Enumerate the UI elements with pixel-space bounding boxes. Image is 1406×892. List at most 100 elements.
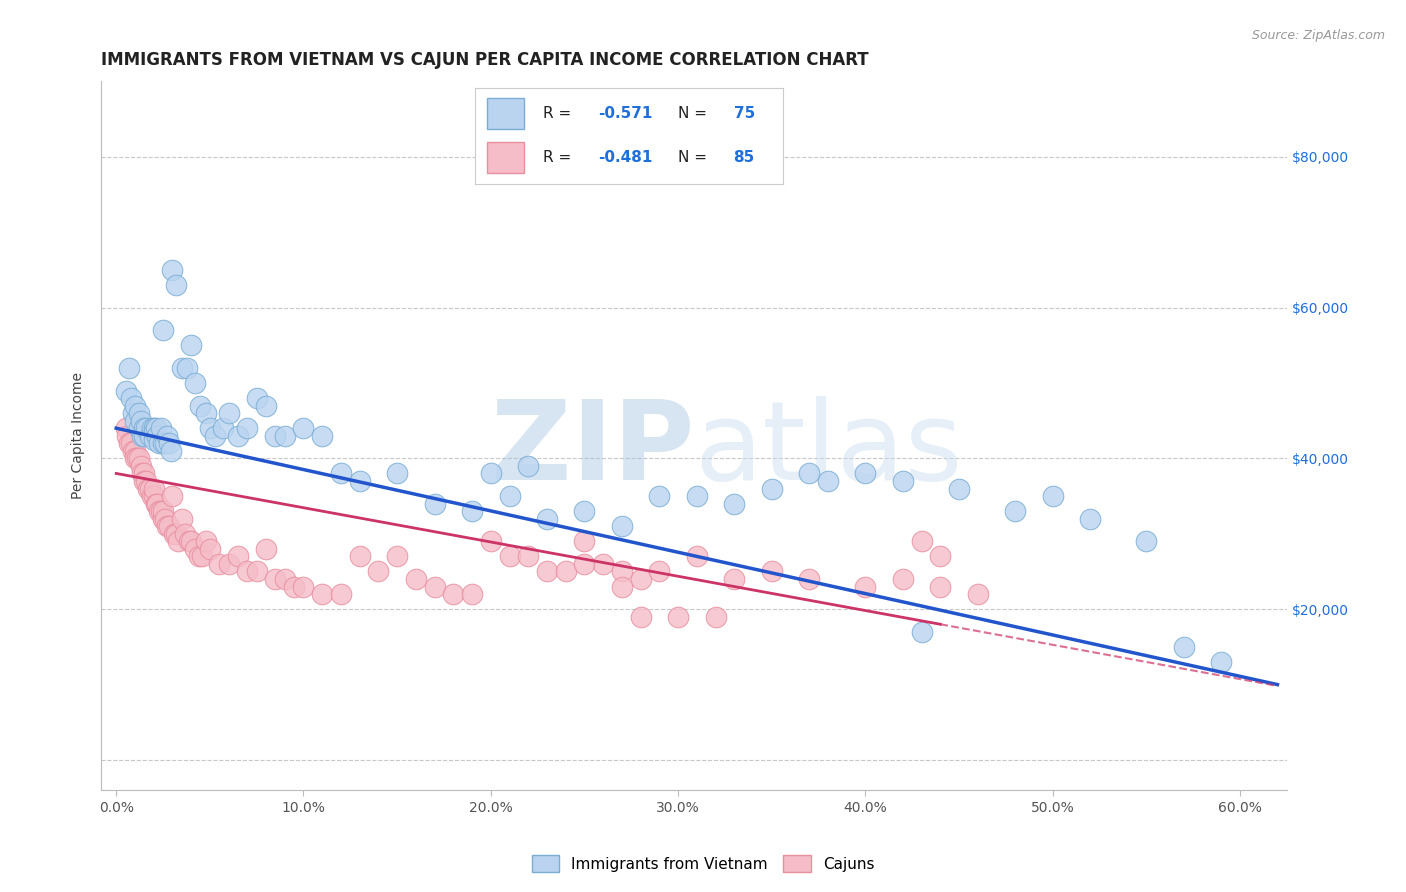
- Point: [929, 580, 952, 594]
- Point: [761, 565, 783, 579]
- Point: [179, 534, 201, 549]
- Point: [148, 504, 170, 518]
- Point: [128, 421, 150, 435]
- Point: [929, 549, 952, 564]
- Point: [367, 565, 389, 579]
- Point: [311, 429, 333, 443]
- Point: [165, 526, 187, 541]
- Point: [120, 391, 142, 405]
- Point: [162, 489, 184, 503]
- Point: [461, 504, 484, 518]
- Point: [686, 549, 709, 564]
- Point: [118, 436, 141, 450]
- Point: [330, 587, 353, 601]
- Point: [129, 414, 152, 428]
- Point: [184, 376, 207, 390]
- Point: [799, 572, 821, 586]
- Point: [799, 467, 821, 481]
- Point: [145, 497, 167, 511]
- Point: [156, 429, 179, 443]
- Point: [204, 429, 226, 443]
- Point: [517, 549, 540, 564]
- Point: [610, 519, 633, 533]
- Point: [142, 433, 165, 447]
- Legend: Immigrants from Vietnam, Cajuns: Immigrants from Vietnam, Cajuns: [524, 847, 882, 880]
- Point: [156, 519, 179, 533]
- Point: [159, 443, 181, 458]
- Point: [184, 541, 207, 556]
- Point: [283, 580, 305, 594]
- Point: [236, 565, 259, 579]
- Point: [704, 609, 727, 624]
- Y-axis label: Per Capita Income: Per Capita Income: [72, 372, 86, 500]
- Point: [385, 467, 408, 481]
- Point: [134, 467, 156, 481]
- Point: [152, 504, 174, 518]
- Point: [246, 391, 269, 405]
- Point: [891, 474, 914, 488]
- Point: [226, 429, 249, 443]
- Point: [461, 587, 484, 601]
- Point: [146, 497, 169, 511]
- Point: [187, 549, 209, 564]
- Point: [1078, 511, 1101, 525]
- Point: [139, 429, 162, 443]
- Point: [891, 572, 914, 586]
- Point: [198, 421, 221, 435]
- Point: [536, 511, 558, 525]
- Point: [385, 549, 408, 564]
- Text: Source: ZipAtlas.com: Source: ZipAtlas.com: [1251, 29, 1385, 43]
- Point: [163, 526, 186, 541]
- Point: [124, 451, 146, 466]
- Point: [142, 425, 165, 439]
- Point: [141, 421, 163, 435]
- Point: [254, 541, 277, 556]
- Text: ZIP: ZIP: [491, 396, 695, 503]
- Point: [135, 474, 157, 488]
- Point: [292, 580, 315, 594]
- Point: [648, 565, 671, 579]
- Point: [153, 436, 176, 450]
- Point: [479, 467, 502, 481]
- Point: [723, 572, 745, 586]
- Point: [554, 565, 576, 579]
- Point: [152, 323, 174, 337]
- Point: [226, 549, 249, 564]
- Point: [349, 474, 371, 488]
- Point: [142, 489, 165, 503]
- Point: [198, 541, 221, 556]
- Point: [1135, 534, 1157, 549]
- Text: atlas: atlas: [695, 396, 963, 503]
- Point: [195, 534, 218, 549]
- Point: [1042, 489, 1064, 503]
- Point: [498, 549, 520, 564]
- Point: [114, 384, 136, 398]
- Point: [180, 534, 202, 549]
- Point: [212, 421, 235, 435]
- Point: [128, 406, 150, 420]
- Point: [855, 467, 877, 481]
- Point: [610, 580, 633, 594]
- Point: [174, 526, 197, 541]
- Point: [124, 414, 146, 428]
- Point: [1211, 655, 1233, 669]
- Point: [610, 565, 633, 579]
- Point: [254, 399, 277, 413]
- Point: [517, 458, 540, 473]
- Point: [817, 474, 839, 488]
- Point: [122, 443, 145, 458]
- Point: [910, 624, 932, 639]
- Point: [536, 565, 558, 579]
- Text: IMMIGRANTS FROM VIETNAM VS CAJUN PER CAPITA INCOME CORRELATION CHART: IMMIGRANTS FROM VIETNAM VS CAJUN PER CAP…: [101, 51, 869, 69]
- Point: [948, 482, 970, 496]
- Point: [195, 406, 218, 420]
- Point: [666, 609, 689, 624]
- Point: [274, 572, 297, 586]
- Point: [117, 429, 139, 443]
- Point: [405, 572, 427, 586]
- Point: [142, 421, 165, 435]
- Point: [246, 565, 269, 579]
- Point: [686, 489, 709, 503]
- Point: [134, 421, 156, 435]
- Point: [124, 399, 146, 413]
